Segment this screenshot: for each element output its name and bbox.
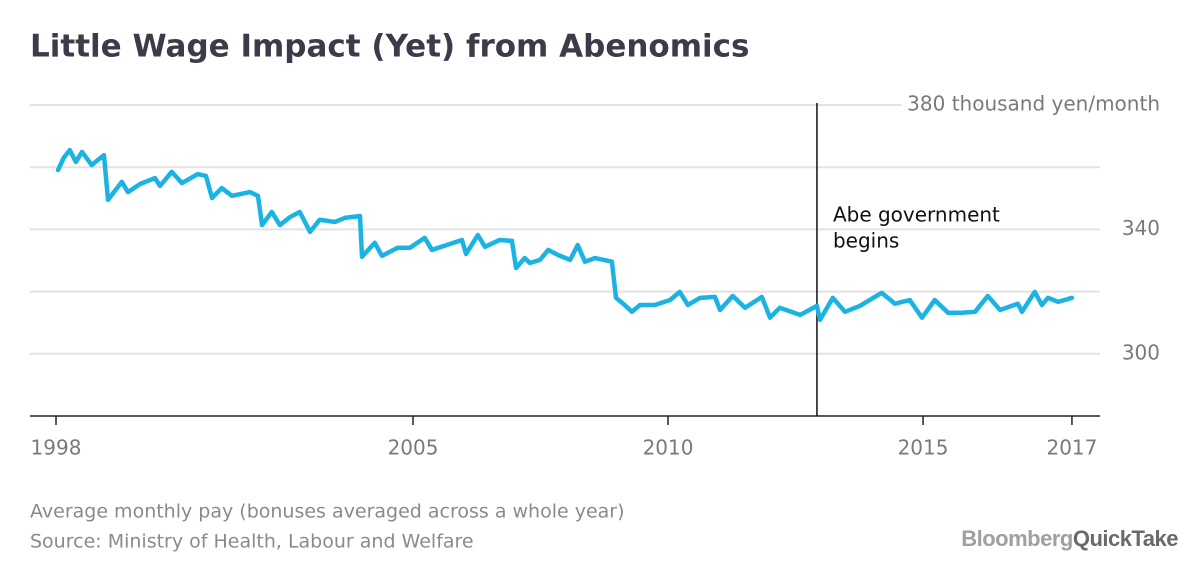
note: Average monthly pay (bonuses averaged ac… (30, 501, 625, 523)
data-line (55, 147, 1075, 323)
annotation-text: Abe government (833, 203, 1000, 227)
brand-logo: BloombergQuickTake (961, 526, 1178, 551)
brand-part: Bloomberg (961, 526, 1073, 551)
y-tick-label: 380 thousand yen/month (907, 92, 1160, 116)
chart-title: Little Wage Impact (Yet) from Abenomics (30, 29, 749, 65)
brand-part: QuickTake (1073, 526, 1178, 551)
x-tick-label: 2010 (643, 436, 694, 460)
source: Source: Ministry of Health, Labour and W… (30, 531, 474, 553)
x-tick-label: 2017 (1046, 436, 1097, 460)
y-tick-label: 340 (1122, 216, 1160, 240)
x-tick-label: 2015 (898, 436, 949, 460)
x-tick-label: 2005 (388, 436, 439, 460)
y-tick-label: 300 (1122, 340, 1160, 364)
x-tick-label: 1998 (31, 436, 82, 460)
annotation-text: begins (833, 229, 899, 253)
